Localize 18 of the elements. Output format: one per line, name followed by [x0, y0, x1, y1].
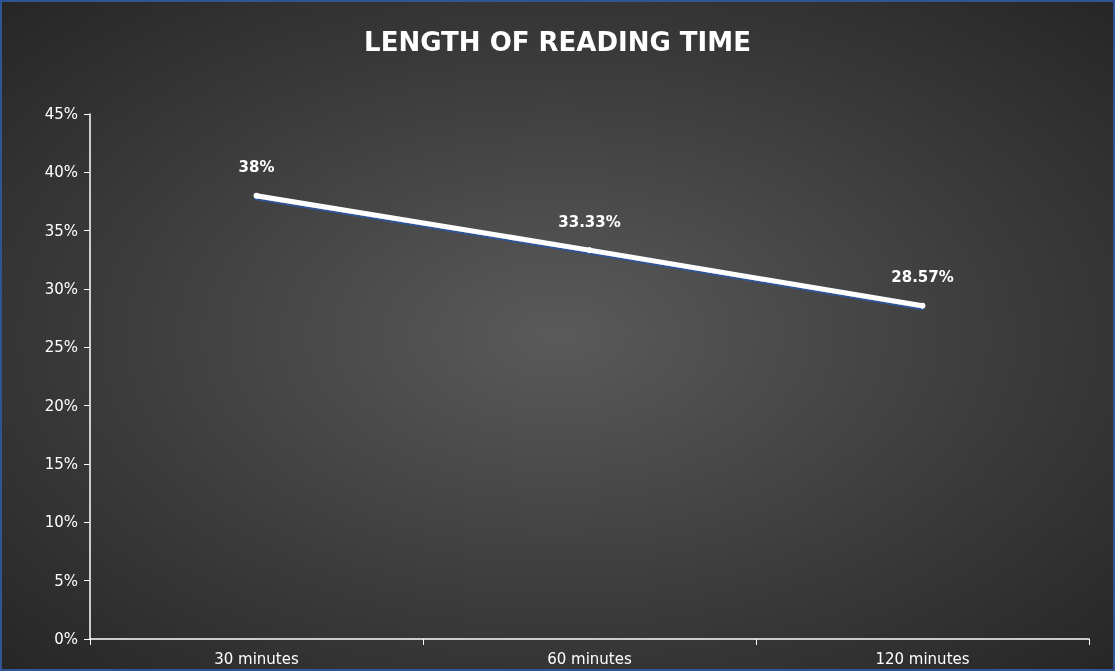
- y-tick-label: 40%: [44, 163, 78, 182]
- y-tick-label: 20%: [44, 396, 78, 415]
- data-label: 28.57%: [891, 268, 954, 287]
- y-tick-label: 0%: [54, 630, 78, 648]
- y-tick-label: 30%: [44, 280, 78, 298]
- y-tick-label: 10%: [44, 513, 78, 532]
- y-tick-label: 45%: [44, 105, 78, 123]
- y-tick-label: 25%: [44, 338, 78, 357]
- y-tick-label: 15%: [44, 455, 78, 473]
- y-tick-label: 5%: [54, 571, 78, 590]
- point: [586, 247, 593, 254]
- data-label: 33.33%: [558, 212, 621, 231]
- y-tick-label: 35%: [44, 221, 78, 240]
- data-label: 38%: [238, 158, 275, 177]
- x-tick-label: 30 minutes: [214, 649, 299, 668]
- x-tick-label: 120 minutes: [875, 649, 970, 668]
- x-tick-label: 60 minutes: [547, 649, 632, 668]
- chart-title: LENGTH OF READING TIME: [364, 27, 751, 57]
